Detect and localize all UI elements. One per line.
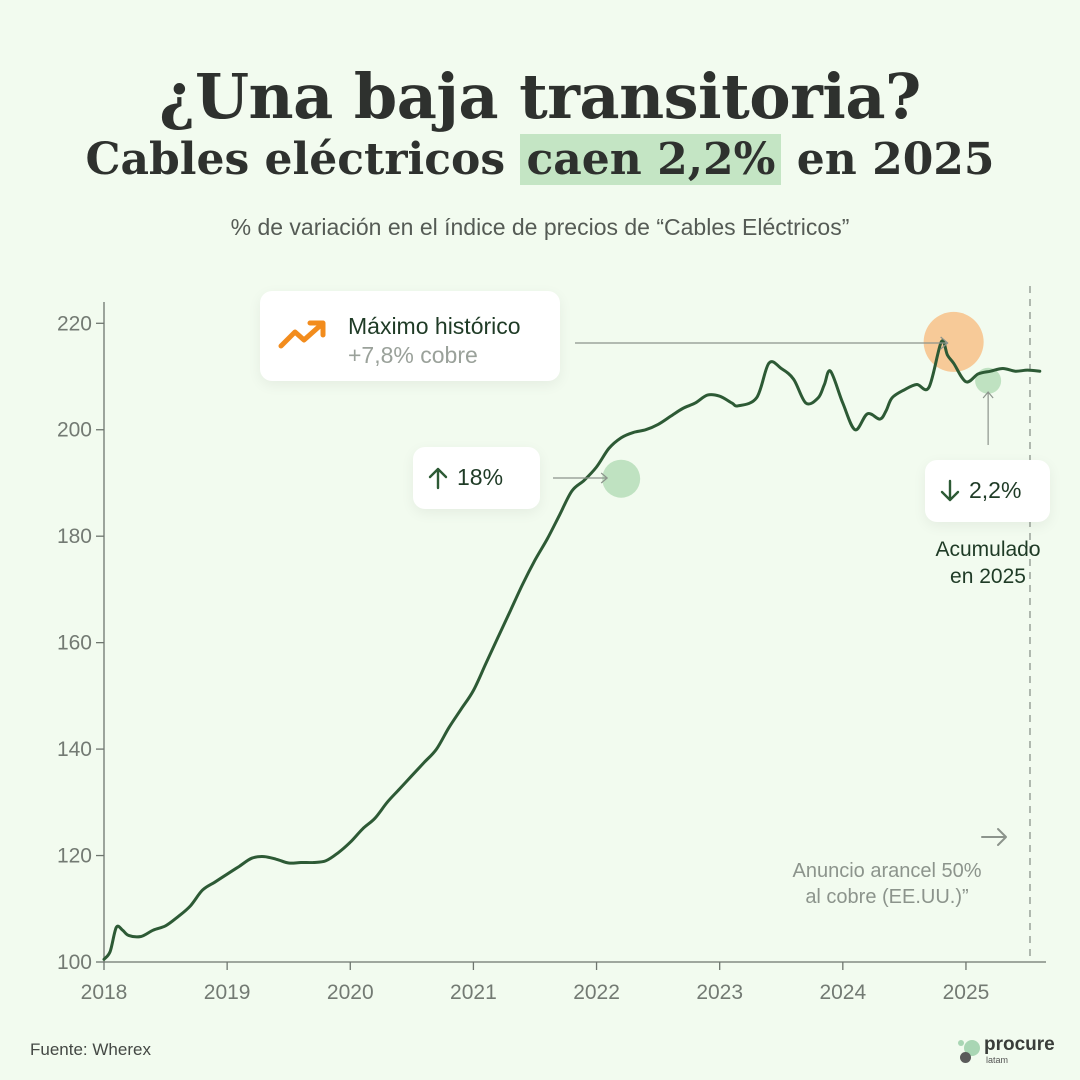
- arrow-down-icon: [940, 479, 960, 502]
- acumulado-note: Acumulado en 2025: [900, 536, 1076, 590]
- x-tick-label: 2018: [81, 981, 128, 1004]
- x-tick-label: 2021: [450, 981, 497, 1004]
- x-tick-label: 2020: [327, 981, 374, 1004]
- chart-title: ¿Una baja transitoria?: [159, 60, 921, 133]
- connectors: [553, 336, 994, 484]
- y-tick-label: 180: [57, 525, 92, 548]
- x-tick-label: 2024: [819, 981, 866, 1004]
- procure-logo: procure latam: [958, 1034, 1068, 1072]
- increase-annotation-card: 18%: [413, 447, 540, 509]
- subtitle-pre: Cables eléctricos: [85, 134, 521, 185]
- x-tick-label: 2023: [696, 981, 743, 1004]
- increase-marker: [602, 459, 641, 498]
- decrease-connector-head: [982, 391, 994, 399]
- logo-dot-gray: [960, 1052, 971, 1063]
- y-tick-label: 140: [57, 738, 92, 761]
- decrease-label: 2,2%: [969, 477, 1022, 503]
- y-tick-label: 200: [57, 419, 92, 442]
- logo-word: procure: [984, 1034, 1055, 1055]
- logo-small: latam: [986, 1055, 1009, 1065]
- tariff-line-2: al cobre (EE.UU.)”: [805, 886, 969, 908]
- y-tick-label: 220: [57, 312, 92, 335]
- tariff-note: Anuncio arancel 50% al cobre (EE.UU.)”: [770, 858, 1004, 910]
- x-tick-label: 2019: [204, 981, 251, 1004]
- chart-description: % de variación en el índice de precios d…: [230, 214, 850, 240]
- y-tick-label: 160: [57, 632, 92, 655]
- trend-up-icon: [278, 320, 326, 349]
- x-tick-label: 2022: [573, 981, 620, 1004]
- y-tick-label: 100: [57, 951, 92, 974]
- source-note: Fuente: Wherex: [30, 1040, 151, 1059]
- subtitle-highlight: caen 2,2%: [520, 134, 782, 185]
- chart-subtitle: Cables eléctricos caen 2,2% en 2025: [0, 134, 1080, 185]
- series-line: [102, 339, 1042, 961]
- logo-dot-small: [958, 1040, 964, 1046]
- subtitle-post: en 2025: [781, 134, 995, 185]
- decrease-annotation-card: 2,2%: [925, 460, 1050, 522]
- x-tick-label: 2025: [943, 981, 990, 1004]
- series-layer: [102, 339, 1042, 961]
- acumulado-line-1: Acumulado: [935, 538, 1041, 561]
- increase-connector-head: [600, 472, 609, 484]
- max-annotation-card: Máximo histórico +7,8% cobre: [260, 291, 560, 381]
- arrow-up-icon: [428, 467, 448, 490]
- max-sublabel: +7,8% cobre: [348, 342, 478, 368]
- axes: 100 120 140 160 180 200 220 2018 2019 2020 2021 202…: [57, 286, 1046, 1004]
- arrow-right-icon: [981, 828, 1007, 846]
- tariff-line-1: Anuncio arancel 50%: [792, 860, 982, 882]
- increase-label: 18%: [457, 464, 504, 490]
- y-tick-label: 120: [57, 845, 92, 868]
- max-connector-head: [940, 336, 949, 350]
- max-label: Máximo histórico: [348, 313, 521, 339]
- acumulado-line-2: en 2025: [950, 565, 1026, 588]
